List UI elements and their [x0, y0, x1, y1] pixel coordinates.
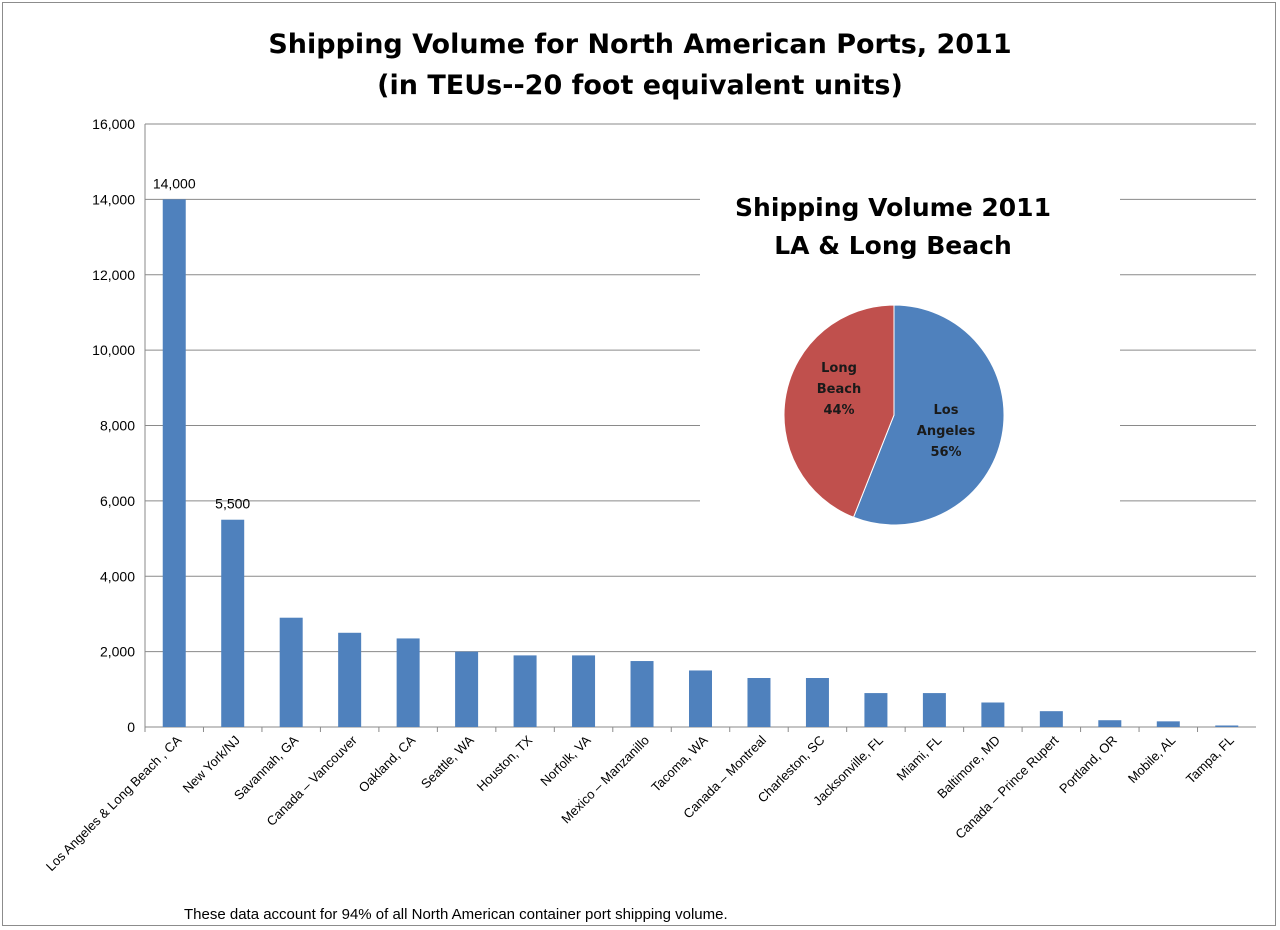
x-category-label: Tacoma, WA: [648, 732, 711, 795]
bar: [922, 693, 946, 727]
pie-slice: [852, 304, 1005, 526]
y-axis-ticks: 0 2,000 4,000 6,000 8,000 10,000 12,000 14,000 1…: [92, 116, 135, 735]
x-category-label: Portland, OR: [1056, 733, 1120, 797]
data-labels: 14,000 5,500: [153, 175, 251, 511]
bar: [1215, 725, 1239, 727]
bar: [455, 651, 479, 727]
x-category-label: New York/NJ: [180, 733, 243, 796]
y-tick-label: 2,000: [100, 644, 135, 660]
bar: [279, 617, 303, 727]
data-label: 5,500: [215, 496, 250, 512]
x-category-label: Miami, FL: [894, 733, 945, 784]
pie-slice-label: Los Angeles 56%: [917, 403, 976, 460]
bar: [805, 678, 829, 727]
footnote: These data account for 94% of all North …: [184, 906, 728, 923]
bar: [1039, 711, 1063, 727]
bar: [1156, 721, 1180, 727]
bar-series: [162, 199, 1239, 727]
y-tick-label: 4,000: [100, 568, 135, 584]
bar: [689, 670, 712, 727]
bar: [221, 519, 245, 727]
pie-slice: [783, 304, 895, 518]
y-tick-label: 6,000: [100, 493, 135, 509]
x-category-label: Oakland, CA: [356, 732, 419, 795]
pie-chart: Los Angeles 56% Long Beach 44%: [783, 304, 1005, 526]
x-category-label: Seattle, WA: [418, 732, 477, 791]
chart-subtitle: (in TEUs--20 foot equivalent units): [377, 70, 903, 101]
y-tick-label: 0: [127, 719, 135, 735]
y-tick-label: 8,000: [100, 418, 135, 434]
bar: [396, 638, 420, 727]
bar: [864, 693, 888, 727]
pie-title: Shipping Volume 2011: [735, 193, 1051, 222]
pie-subtitle: LA & Long Beach: [774, 231, 1012, 260]
chart-title: Shipping Volume for North American Ports…: [268, 29, 1011, 60]
data-label: 14,000: [153, 175, 196, 191]
pie-slice-label: Long Beach 44%: [817, 361, 861, 418]
bar: [630, 661, 654, 727]
y-tick-label: 12,000: [92, 267, 135, 283]
x-category-label: Mobile, AL: [1125, 733, 1179, 787]
x-category-label: Tampa, FL: [1183, 733, 1237, 787]
y-tick-label: 16,000: [92, 116, 135, 132]
x-category-label: Canada – Prince Rupert: [952, 732, 1062, 842]
x-category-label: Los Angeles & Long Beach , CA: [43, 732, 185, 874]
y-tick-label: 10,000: [92, 342, 135, 358]
bar: [338, 632, 362, 727]
bar: [747, 678, 771, 727]
x-category-label: Houston, TX: [474, 732, 536, 794]
x-category-label: Norfolk, VA: [537, 732, 594, 789]
bar: [1098, 720, 1122, 727]
bar: [572, 655, 596, 727]
bar: [162, 199, 186, 727]
bar: [513, 655, 537, 727]
bar: [981, 702, 1005, 727]
y-tick-label: 14,000: [92, 191, 135, 207]
